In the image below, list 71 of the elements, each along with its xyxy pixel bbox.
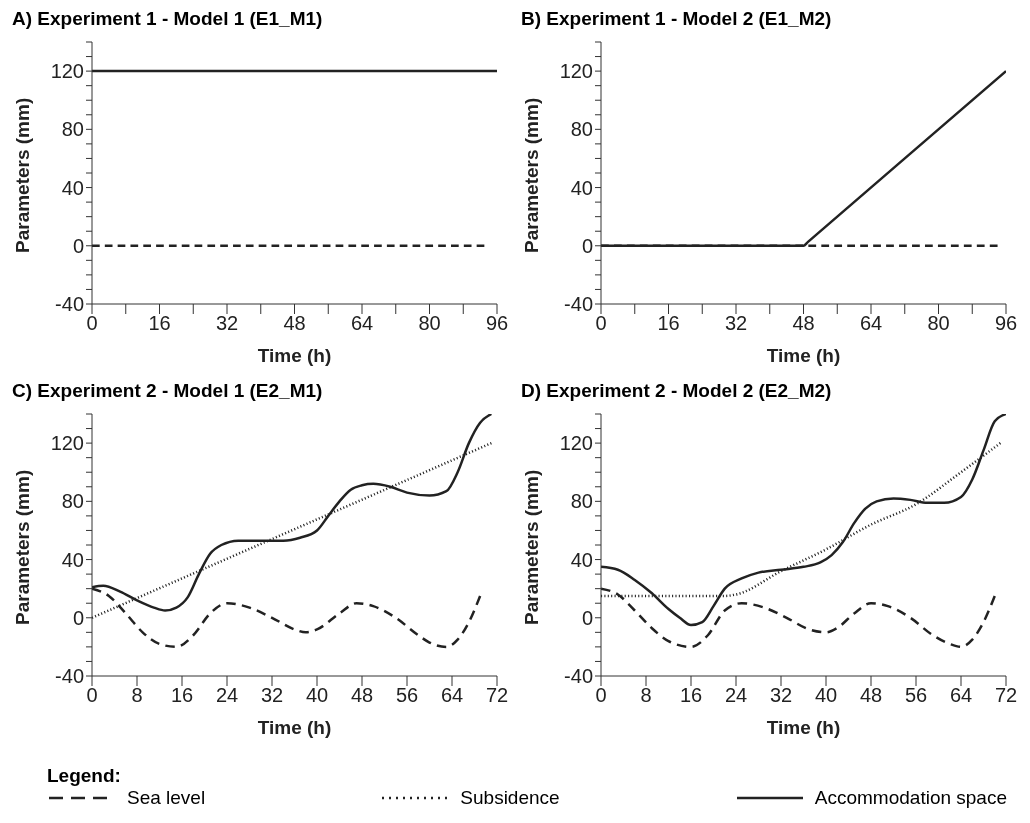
y-tick-label: 120 [559, 60, 593, 83]
x-tick-label: 16 [148, 312, 171, 335]
y-tick-label: 80 [570, 490, 593, 513]
y-tick-label: 0 [581, 606, 593, 629]
y-tick-label: 80 [61, 118, 84, 141]
x-tick-label: 16 [679, 684, 703, 707]
x-tick-label: 16 [657, 312, 680, 335]
legend-label: Sea level [127, 787, 206, 809]
x-tick-label: 48 [350, 684, 374, 707]
x-tick-label: 0 [595, 684, 607, 707]
y-tick-label: -40 [55, 665, 84, 688]
y-tick-label: -40 [564, 665, 593, 688]
x-tick-label: 24 [215, 684, 239, 707]
x-axis-title: Time (h) [257, 717, 332, 738]
x-tick-label: 72 [485, 684, 509, 707]
x-tick-label: 40 [305, 684, 329, 707]
x-tick-label: 8 [131, 684, 143, 707]
x-tick-label: 24 [724, 684, 748, 707]
x-tick-label: 48 [283, 312, 306, 335]
y-tick-label: 40 [570, 548, 593, 571]
x-axis-title: Time (h) [257, 345, 332, 366]
y-tick-label: 0 [72, 606, 84, 629]
legend-title: Legend: [47, 765, 122, 787]
y-axis-title: Parameters (mm) [11, 97, 33, 253]
y-tick-label: 40 [570, 176, 593, 199]
y-tick-label: 80 [570, 118, 593, 141]
x-tick-label: 80 [927, 312, 950, 335]
x-tick-label: 80 [418, 312, 441, 335]
x-tick-label: 64 [350, 312, 374, 335]
x-tick-label: 0 [86, 312, 98, 335]
y-tick-label: -40 [564, 293, 593, 316]
y-tick-label: 40 [61, 176, 84, 199]
y-tick-label: -40 [55, 293, 84, 316]
legend-label: Accommodation space [814, 787, 1007, 809]
x-axis-title: Time (h) [766, 717, 841, 738]
chart-title: D) Experiment 2 - Model 2 (E2_M2) [520, 380, 833, 403]
x-tick-label: 48 [792, 312, 815, 335]
x-tick-label: 32 [260, 684, 284, 707]
y-tick-label: 120 [559, 432, 593, 455]
x-tick-label: 32 [215, 312, 239, 335]
y-tick-label: 120 [50, 432, 84, 455]
x-tick-label: 64 [440, 684, 464, 707]
y-axis-title: Parameters (mm) [520, 97, 542, 253]
x-tick-label: 16 [170, 684, 194, 707]
chart-title: C) Experiment 2 - Model 1 (E2_M1) [11, 380, 324, 403]
x-tick-label: 8 [640, 684, 652, 707]
y-tick-label: 120 [50, 60, 84, 83]
y-axis-title: Parameters (mm) [520, 469, 542, 625]
x-tick-label: 48 [859, 684, 883, 707]
x-tick-label: 56 [904, 684, 928, 707]
x-tick-label: 56 [395, 684, 419, 707]
x-tick-label: 0 [86, 684, 98, 707]
x-axis-title: Time (h) [766, 345, 841, 366]
chart-title: B) Experiment 1 - Model 2 (E1_M2) [520, 8, 833, 31]
x-tick-label: 64 [859, 312, 883, 335]
y-tick-label: 40 [61, 548, 84, 571]
chart-title: A) Experiment 1 - Model 1 (E1_M1) [11, 8, 324, 31]
x-tick-label: 32 [769, 684, 793, 707]
x-tick-label: 72 [994, 684, 1018, 707]
y-axis-title: Parameters (mm) [11, 469, 33, 625]
x-tick-label: 32 [724, 312, 748, 335]
x-tick-label: 96 [485, 312, 509, 335]
legend-label: Subsidence [460, 787, 560, 809]
y-tick-label: 80 [61, 490, 84, 513]
x-tick-label: 96 [994, 312, 1018, 335]
x-tick-label: 40 [814, 684, 838, 707]
y-tick-label: 0 [72, 234, 84, 257]
x-tick-label: 64 [949, 684, 973, 707]
line-series [601, 414, 1006, 627]
y-tick-label: 0 [581, 234, 593, 257]
x-tick-label: 0 [595, 312, 607, 335]
